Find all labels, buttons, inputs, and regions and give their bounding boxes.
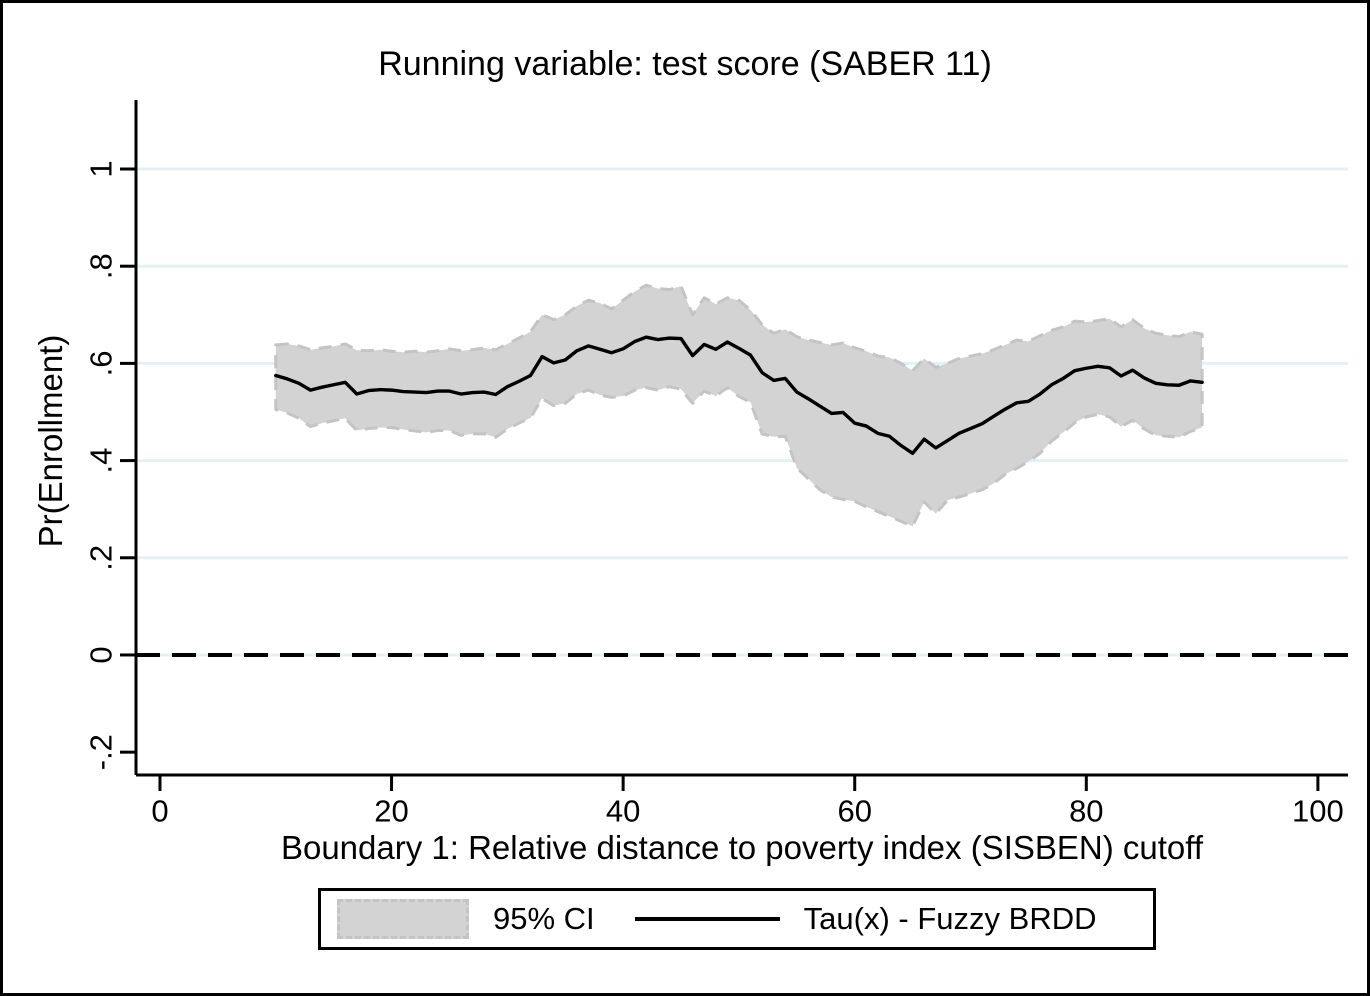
legend: 95% CI Tau(x) - Fuzzy BRDD xyxy=(318,888,1156,950)
x-tick-label: 100 xyxy=(1292,793,1344,828)
y-tick-label: .6 xyxy=(84,350,119,376)
y-tick-label: -.2 xyxy=(84,734,119,770)
chart-title: Running variable: test score (SABER 11) xyxy=(378,45,992,83)
plot-area: 1 .8 .6 .4 .2 0 -.2 0 20 40 60 80 100 xyxy=(84,100,1348,828)
x-tick-label: 0 xyxy=(151,793,168,828)
x-axis-label: Boundary 1: Relative distance to poverty… xyxy=(280,829,1204,866)
y-axis-label: Pr(Enrollment) xyxy=(32,334,69,548)
ci-band xyxy=(274,283,1204,528)
x-tick-label: 80 xyxy=(1069,793,1103,828)
x-tick-label: 20 xyxy=(374,793,408,828)
ci-area-swatch xyxy=(337,899,469,939)
x-tick-label: 40 xyxy=(606,793,640,828)
tau-line xyxy=(274,335,1204,455)
y-tick-label: .2 xyxy=(84,545,119,571)
legend-label-ci: 95% CI xyxy=(493,901,595,936)
y-tick-label: .8 xyxy=(84,253,119,279)
y-tick-label: .4 xyxy=(84,448,119,474)
tau-line-swatch xyxy=(634,917,780,921)
y-tick-label: 0 xyxy=(84,646,119,663)
y-tick-label: 1 xyxy=(84,160,119,177)
legend-label-tau: Tau(x) - Fuzzy BRDD xyxy=(803,901,1097,936)
x-tick-label: 60 xyxy=(837,793,871,828)
